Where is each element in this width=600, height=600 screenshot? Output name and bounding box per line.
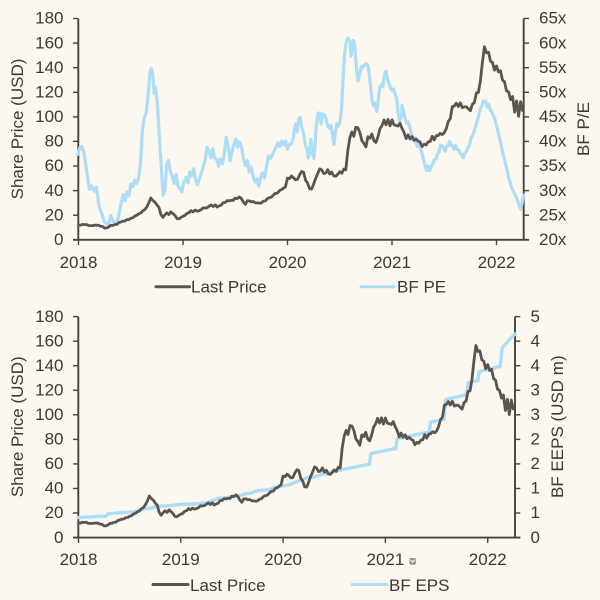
svg-text:30x: 30x	[539, 181, 567, 200]
svg-text:20x: 20x	[539, 230, 567, 249]
svg-text:120: 120	[35, 381, 63, 400]
svg-text:35x: 35x	[539, 156, 567, 175]
svg-text:1: 1	[531, 503, 540, 522]
svg-text:160: 160	[35, 331, 63, 350]
svg-text:40: 40	[45, 479, 64, 498]
svg-text:BF EPS: BF EPS	[389, 576, 449, 595]
svg-text:50x: 50x	[539, 83, 567, 102]
svg-text:2019: 2019	[164, 253, 202, 272]
svg-text:2018: 2018	[60, 550, 98, 569]
svg-text:BF EEPS (USD m): BF EEPS (USD m)	[548, 355, 567, 498]
svg-text:5: 5	[531, 307, 540, 326]
svg-text:120: 120	[35, 83, 63, 102]
svg-text:60x: 60x	[539, 33, 567, 52]
svg-text:BF PE: BF PE	[397, 277, 446, 296]
svg-text:2021: 2021	[366, 550, 404, 569]
svg-text:60: 60	[45, 454, 64, 473]
svg-text:40x: 40x	[539, 132, 567, 151]
svg-text:0: 0	[54, 528, 63, 547]
svg-text:2022: 2022	[469, 550, 507, 569]
svg-text:180: 180	[35, 9, 63, 28]
svg-text:0: 0	[531, 528, 540, 547]
svg-text:80: 80	[45, 132, 64, 151]
svg-text:25x: 25x	[539, 205, 567, 224]
svg-text:65x: 65x	[539, 9, 567, 28]
svg-text:140: 140	[35, 356, 63, 375]
svg-text:55x: 55x	[539, 58, 567, 77]
svg-text:3: 3	[531, 381, 540, 400]
svg-text:3: 3	[531, 405, 540, 424]
svg-text:100: 100	[35, 107, 63, 126]
svg-text:Share Price (USD): Share Price (USD)	[8, 356, 27, 497]
svg-text:45x: 45x	[539, 107, 567, 126]
svg-text:20: 20	[45, 503, 64, 522]
svg-text:2018: 2018	[60, 253, 98, 272]
svg-text:2020: 2020	[264, 550, 302, 569]
svg-text:40: 40	[45, 181, 64, 200]
svg-text:BF P/E: BF P/E	[574, 102, 593, 156]
svg-text:60: 60	[45, 156, 64, 175]
svg-text:80: 80	[45, 430, 64, 449]
svg-text:2019: 2019	[162, 550, 200, 569]
svg-text:2: 2	[531, 454, 540, 473]
svg-text:100: 100	[35, 405, 63, 424]
svg-text:Last Price: Last Price	[191, 277, 267, 296]
svg-text:140: 140	[35, 58, 63, 77]
svg-text:2022: 2022	[478, 253, 516, 272]
svg-text:Last Price: Last Price	[190, 576, 266, 595]
svg-text:1: 1	[531, 479, 540, 498]
svg-text:2020: 2020	[269, 253, 307, 272]
svg-text:4: 4	[531, 331, 540, 350]
svg-text:2021: 2021	[373, 253, 411, 272]
svg-text:0: 0	[54, 230, 63, 249]
svg-text:Share Price (USD): Share Price (USD)	[8, 59, 27, 200]
svg-text:20: 20	[45, 205, 64, 224]
svg-text:180: 180	[35, 307, 63, 326]
svg-text:2: 2	[531, 430, 540, 449]
svg-text:160: 160	[35, 33, 63, 52]
svg-text:4: 4	[531, 356, 540, 375]
